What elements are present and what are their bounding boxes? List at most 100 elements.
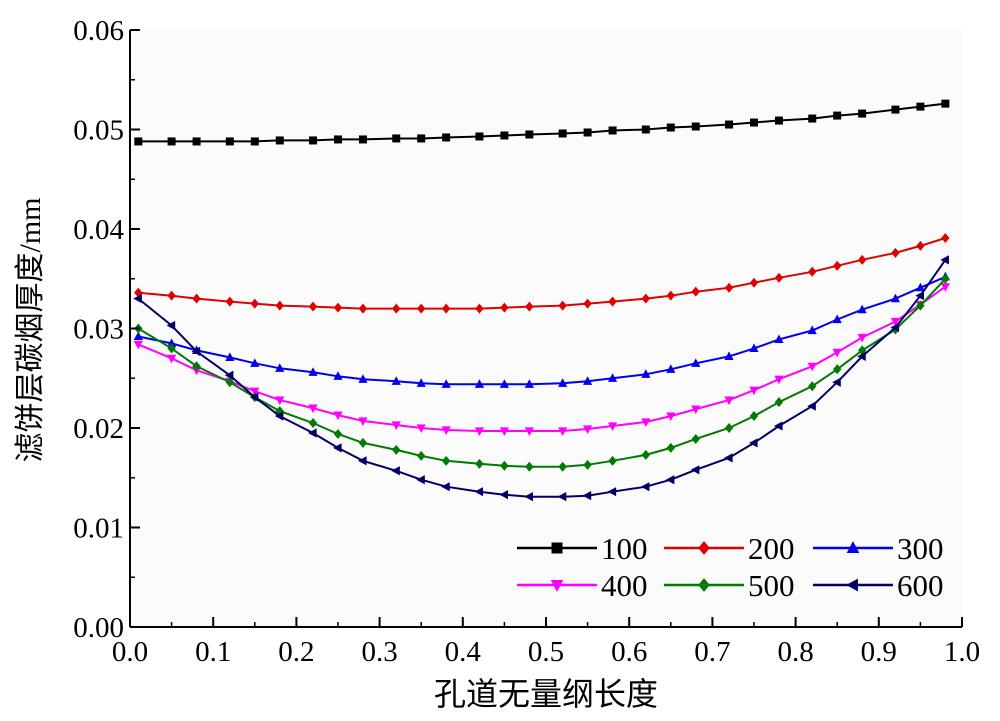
series-line (138, 275, 946, 386)
data-point (499, 379, 509, 388)
data-point (691, 433, 700, 444)
data-point (167, 343, 176, 354)
data-point (441, 426, 451, 435)
data-point (725, 120, 734, 129)
data-point (749, 386, 759, 396)
data-point (525, 461, 534, 472)
data-point (890, 322, 900, 333)
data-point (857, 351, 866, 361)
data-point (417, 303, 426, 314)
data-point (832, 348, 842, 358)
x-tick-label: 1.0 (944, 636, 980, 668)
data-point (558, 461, 567, 472)
data-point (333, 443, 342, 453)
data-point (524, 427, 534, 436)
x-tick-label: 0.8 (777, 636, 813, 668)
data-point (941, 99, 950, 108)
series-600 (133, 255, 949, 502)
data-point (392, 303, 401, 314)
data-point (749, 343, 759, 352)
data-point (583, 128, 592, 137)
data-point (167, 338, 177, 348)
data-point (808, 266, 817, 277)
data-point (583, 376, 593, 385)
data-point (832, 377, 841, 387)
data-point (333, 302, 343, 313)
data-point (250, 387, 260, 397)
series-500 (134, 273, 950, 472)
data-point (441, 482, 450, 492)
data-point (308, 367, 318, 376)
data-point (249, 392, 259, 402)
data-point (583, 298, 592, 309)
data-point (524, 492, 533, 502)
data-point (558, 427, 568, 436)
x-tick-label: 0.1 (195, 636, 231, 668)
data-point (666, 412, 676, 422)
data-point (358, 437, 368, 448)
data-point (558, 300, 567, 311)
data-point (550, 580, 564, 592)
data-point (275, 136, 284, 145)
data-point (666, 364, 676, 373)
data-point (774, 272, 784, 283)
data-point (191, 346, 201, 356)
x-ticks: 0.0 0.1 0.2 0.3 0.4 0.5 0.6 0.7 0.8 0.9 1.0 (112, 617, 980, 668)
data-point (308, 404, 318, 414)
data-point (475, 132, 484, 141)
data-point (807, 401, 816, 411)
data-point (832, 314, 842, 324)
data-point (607, 487, 617, 497)
data-point (250, 358, 260, 367)
x-axis-label: 孔道无量纲长度 (434, 676, 658, 712)
data-point (641, 418, 651, 428)
data-point (690, 465, 700, 475)
data-point (250, 137, 259, 146)
data-point (166, 320, 176, 331)
data-point (940, 255, 949, 265)
data-point (640, 482, 650, 492)
data-point (333, 371, 343, 380)
legend-label: 200 (748, 531, 795, 566)
data-point (250, 298, 259, 309)
data-point (558, 378, 568, 387)
y-tick-label: 0.02 (73, 413, 124, 445)
y-tick-label: 0.00 (73, 612, 124, 644)
series-line (138, 237, 946, 310)
data-point (749, 411, 759, 422)
data-point (358, 303, 368, 314)
data-point (308, 301, 318, 312)
data-point (475, 303, 484, 314)
data-point (724, 351, 734, 360)
data-point (333, 411, 343, 421)
data-point (134, 137, 143, 146)
legend-label: 300 (897, 531, 944, 566)
legend-label: 600 (897, 568, 944, 603)
data-point (524, 379, 534, 388)
series-layer (133, 99, 950, 502)
y-axis-label: 滤饼层碳烟厚度/mm (14, 197, 47, 462)
data-point (691, 286, 700, 297)
x-tick-label: 0.7 (694, 636, 730, 668)
data-point (192, 137, 201, 146)
data-point (225, 137, 234, 146)
data-point (916, 102, 925, 111)
data-point (774, 375, 784, 385)
series-300 (133, 271, 950, 388)
data-point (915, 291, 924, 301)
data-point (774, 397, 784, 408)
data-point (691, 122, 700, 131)
legend: 100 200 300 400 500 600 (517, 531, 944, 603)
data-point (167, 354, 177, 364)
data-point (275, 396, 285, 406)
data-point (691, 405, 701, 415)
data-point (551, 542, 563, 554)
data-point (857, 304, 867, 314)
y-tick-label: 0.03 (73, 314, 124, 346)
data-point (666, 123, 675, 132)
data-point (608, 455, 617, 466)
legend-label: 400 (601, 568, 648, 603)
data-point (416, 424, 426, 433)
data-point (357, 456, 367, 466)
data-point (607, 373, 618, 382)
